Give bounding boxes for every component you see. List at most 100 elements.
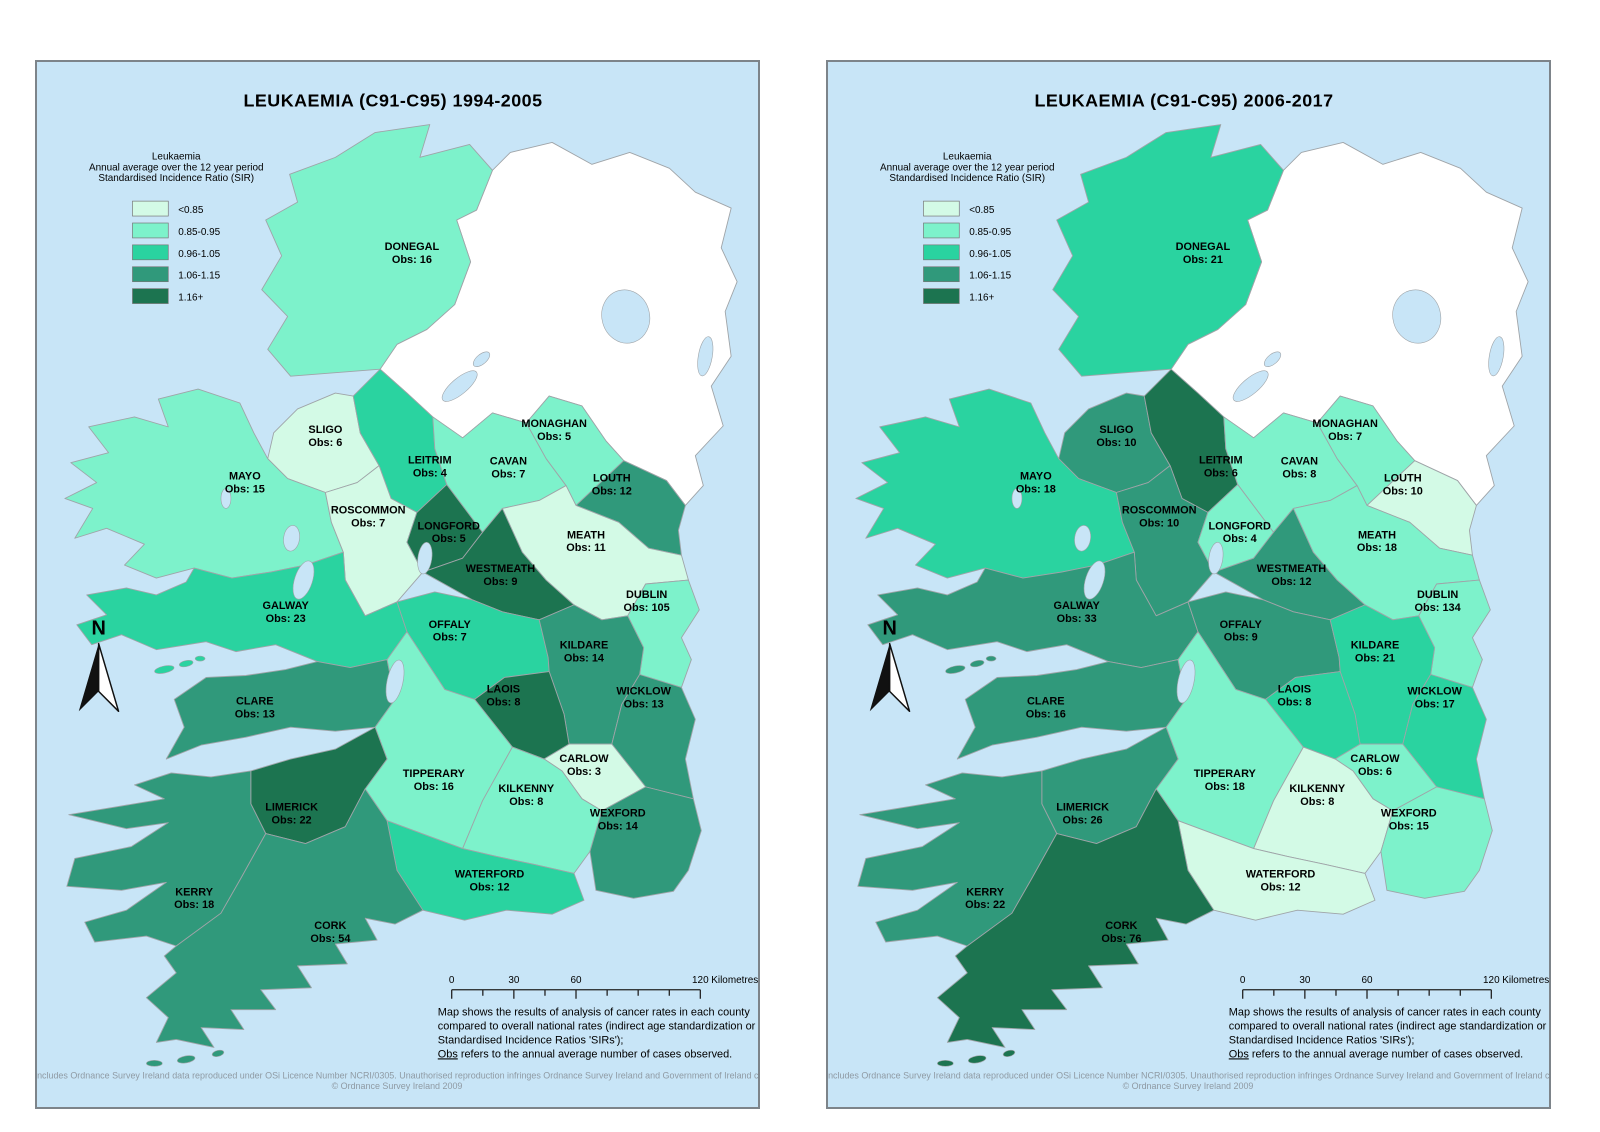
county-label-tipperary: TIPPERARY Obs: 16 [403, 768, 466, 793]
county-label-offaly: OFFALY Obs: 7 [429, 619, 472, 644]
legend-swatch-5 [132, 288, 169, 304]
map-notes: Map shows the results of analysis of can… [1229, 1007, 1547, 1061]
svg-text:30: 30 [508, 975, 520, 986]
svg-text:30: 30 [1299, 975, 1311, 986]
legend-swatch-3 [923, 244, 960, 261]
legend-label: 1.16+ [178, 293, 203, 304]
legend-swatch-2 [132, 222, 169, 239]
county-label-kilkenny: KILKENNY Obs: 8 [1289, 783, 1346, 808]
county-label-longford: LONGFORD Obs: 5 [417, 520, 480, 545]
svg-text:Source: Includes Ordnance Surv: Source: Includes Ordnance Survey Ireland… [37, 1070, 758, 1080]
county-label-monaghan: MONAGHAN Obs: 5 [521, 418, 587, 443]
county-label-kildare: KILDARE Obs: 14 [560, 640, 609, 665]
legend-label: <0.85 [969, 205, 995, 216]
svg-text:© Ordnance Survey Ireland 2009: © Ordnance Survey Ireland 2009 [1123, 1081, 1254, 1091]
county-label-roscommon: ROSCOMMON Obs: 7 [331, 504, 406, 529]
source-text: Source: Includes Ordnance Survey Ireland… [37, 1070, 758, 1091]
county-label-westmeath: WESTMEATH Obs: 12 [1257, 563, 1327, 588]
map-title: LEUKAEMIA (C91-C95) 2006-2017 [1034, 91, 1333, 111]
legend-label: 0.85-0.95 [969, 227, 1011, 238]
svg-text:Source: Includes Ordnance Surv: Source: Includes Ordnance Survey Ireland… [828, 1070, 1549, 1080]
svg-text:Kilometres: Kilometres [1502, 975, 1549, 986]
svg-text:© Ordnance Survey Ireland 2009: © Ordnance Survey Ireland 2009 [332, 1081, 463, 1091]
county-label-kerry: KERRY Obs: 18 [174, 886, 214, 911]
legend-label: 1.16+ [969, 293, 994, 304]
svg-text:Standardised Incidence Ratios: Standardised Incidence Ratios 'SIRs'); [438, 1034, 624, 1046]
county-label-louth: LOUTH Obs: 10 [1383, 473, 1423, 498]
svg-text:Standardised Incidence Ratios: Standardised Incidence Ratios 'SIRs'); [1229, 1034, 1415, 1046]
legend-label: 1.06-1.15 [969, 271, 1011, 282]
county-label-monaghan: MONAGHAN Obs: 7 [1312, 418, 1378, 443]
svg-text:Obs refers to the annual avera: Obs refers to the annual average number … [1229, 1048, 1523, 1060]
county-label-westmeath: WESTMEATH Obs: 9 [466, 563, 536, 588]
county-label-sligo: SLIGO Obs: 6 [308, 424, 342, 449]
svg-text:Obs refers to the annual avera: Obs refers to the annual average number … [438, 1048, 732, 1060]
svg-text:60: 60 [1361, 975, 1373, 986]
svg-text:0: 0 [1240, 975, 1246, 986]
county-label-galway: GALWAY Obs: 23 [262, 600, 309, 625]
legend: Leukaemia Annual average over the 12 yea… [89, 151, 264, 304]
county-label-meath: MEATH Obs: 11 [566, 529, 605, 554]
county-label-leitrim: LEITRIM Obs: 4 [408, 455, 452, 480]
county-label-carlow: CARLOW Obs: 3 [559, 753, 609, 778]
county-label-mayo: MAYO Obs: 18 [1016, 471, 1056, 496]
county-label-carlow: CARLOW Obs: 6 [1350, 753, 1400, 778]
svg-text:Annual average over the 12 yea: Annual average over the 12 year period [880, 162, 1055, 173]
aran-islands-shape [944, 655, 997, 676]
county-label-roscommon: ROSCOMMON Obs: 10 [1122, 504, 1197, 529]
county-label-clare: CLARE Obs: 13 [235, 695, 275, 720]
cork-islands-shape [146, 1048, 225, 1067]
county-label-cork: CORK Obs: 76 [1101, 920, 1141, 945]
county-label-tipperary: TIPPERARY Obs: 18 [1194, 768, 1257, 793]
legend-title: Leukaemia [943, 151, 992, 162]
county-labels: DONEGAL Obs: 16 SLIGO Obs: 6 MAYO Obs: 15 L… [174, 241, 672, 945]
county-label-offaly: OFFALY Obs: 9 [1220, 619, 1263, 644]
county-label-wexford: WEXFORD Obs: 15 [1381, 808, 1437, 833]
svg-text:Kilometres: Kilometres [711, 975, 758, 986]
legend-swatch-1 [923, 200, 960, 217]
county-label-wicklow: WICKLOW Obs: 17 [1407, 685, 1462, 710]
svg-text:60: 60 [570, 975, 582, 986]
county-label-donegal: DONEGAL Obs: 16 [385, 241, 440, 266]
source-text: Source: Includes Ordnance Survey Ireland… [828, 1070, 1549, 1091]
svg-text:compared to overall national r: compared to overall national rates (indi… [1229, 1021, 1547, 1033]
county-label-laois: LAOIS Obs: 8 [1277, 683, 1311, 708]
county-label-limerick: LIMERICK Obs: 26 [1056, 802, 1109, 827]
legend-label: 0.96-1.05 [969, 249, 1011, 260]
svg-text:Standardised Incidence Ratio (: Standardised Incidence Ratio (SIR) [889, 173, 1045, 184]
county-label-limerick: LIMERICK Obs: 22 [265, 802, 318, 827]
map-title: LEUKAEMIA (C91-C95) 1994-2005 [243, 91, 542, 111]
county-label-longford: LONGFORD Obs: 4 [1208, 520, 1271, 545]
svg-text:Map shows the results of analy: Map shows the results of analysis of can… [1229, 1007, 1542, 1019]
legend-label: 1.06-1.15 [178, 271, 220, 282]
legend: Leukaemia Annual average over the 12 yea… [880, 151, 1055, 304]
legend-swatch-5 [923, 288, 960, 304]
county-label-kildare: KILDARE Obs: 21 [1351, 640, 1400, 665]
county-label-dublin: DUBLIN Obs: 134 [1415, 589, 1462, 614]
legend-label: 0.96-1.05 [178, 249, 220, 260]
county-label-donegal: DONEGAL Obs: 21 [1176, 241, 1231, 266]
county-label-leitrim: LEITRIM Obs: 6 [1199, 455, 1243, 480]
legend-swatch-4 [923, 266, 960, 283]
county-label-cork: CORK Obs: 54 [310, 920, 351, 945]
svg-text:compared to overall national r: compared to overall national rates (indi… [438, 1021, 756, 1033]
legend-swatch-1 [132, 200, 169, 217]
aran-islands-shape [153, 655, 206, 676]
legend-swatch-4 [132, 266, 169, 283]
cork-islands-shape [937, 1048, 1016, 1067]
county-label-galway: GALWAY Obs: 33 [1053, 600, 1100, 625]
county-label-sligo: SLIGO Obs: 10 [1096, 424, 1136, 449]
legend-label: <0.85 [178, 205, 204, 216]
county-label-waterford: WATERFORD Obs: 12 [1246, 868, 1316, 893]
county-label-cavan: CAVAN Obs: 7 [490, 456, 527, 481]
scale-bar: 0 30 60 120 Kilometres [1240, 975, 1549, 1000]
map-notes: Map shows the results of analysis of can… [438, 1007, 756, 1061]
scale-bar: 0 30 60 120 Kilometres [449, 975, 758, 1000]
county-label-waterford: WATERFORD Obs: 12 [455, 868, 525, 893]
county-label-wicklow: WICKLOW Obs: 13 [616, 685, 671, 710]
svg-text:Map shows the results of analy: Map shows the results of analysis of can… [438, 1007, 751, 1019]
svg-text:Standardised Incidence Ratio (: Standardised Incidence Ratio (SIR) [98, 173, 254, 184]
svg-text:0: 0 [449, 975, 455, 986]
county-label-kilkenny: KILKENNY Obs: 8 [498, 783, 555, 808]
svg-text:120: 120 [1483, 975, 1500, 986]
